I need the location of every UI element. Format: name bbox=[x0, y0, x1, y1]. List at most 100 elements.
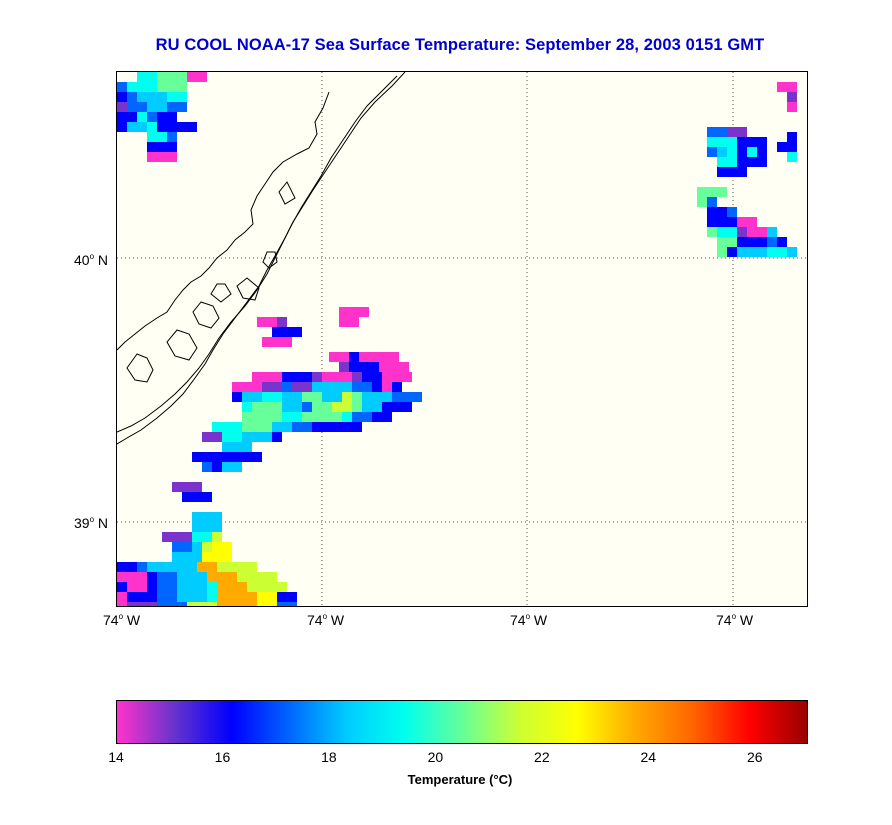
sst-pixel bbox=[717, 137, 727, 147]
sst-pixel bbox=[292, 327, 302, 337]
sst-pixel bbox=[359, 307, 369, 317]
sst-pixel bbox=[227, 592, 237, 602]
sst-pixel bbox=[192, 452, 202, 462]
sst-pixel bbox=[202, 432, 212, 442]
sst-pixel bbox=[272, 402, 282, 412]
sst-pixel bbox=[177, 562, 187, 572]
sst-pixel bbox=[137, 602, 147, 606]
sst-pixel bbox=[352, 422, 362, 432]
sst-pixel bbox=[157, 132, 167, 142]
sst-pixel bbox=[172, 552, 182, 562]
sst-pixel bbox=[352, 392, 362, 402]
sst-pixel bbox=[167, 572, 177, 582]
sst-pixel bbox=[247, 592, 257, 602]
sst-pixel bbox=[147, 592, 157, 602]
sst-pixel bbox=[262, 412, 272, 422]
sst-pixel bbox=[349, 307, 359, 317]
sst-pixel bbox=[192, 522, 202, 532]
sst-pixel bbox=[697, 197, 707, 207]
sst-pixel bbox=[182, 532, 192, 542]
sst-pixel bbox=[392, 402, 402, 412]
sst-pixel bbox=[352, 372, 362, 382]
sst-pixel bbox=[187, 592, 197, 602]
sst-pixel bbox=[322, 422, 332, 432]
sst-pixel bbox=[197, 602, 207, 606]
sst-pixel bbox=[257, 572, 267, 582]
sst-pixel bbox=[382, 402, 392, 412]
sst-pixel bbox=[237, 582, 247, 592]
sst-pixel bbox=[187, 72, 197, 82]
sst-pixel bbox=[727, 147, 737, 157]
sst-pixel bbox=[222, 442, 232, 452]
sst-pixel bbox=[202, 532, 212, 542]
sst-pixel bbox=[389, 352, 399, 362]
sst-pixel bbox=[217, 582, 227, 592]
sst-pixel bbox=[717, 127, 727, 137]
sst-pixel bbox=[207, 602, 217, 606]
sst-pixel bbox=[737, 227, 747, 237]
sst-pixel bbox=[717, 147, 727, 157]
sst-pixel bbox=[117, 562, 127, 572]
sst-pixel bbox=[127, 122, 137, 132]
sst-pixel bbox=[127, 82, 137, 92]
sst-pixel bbox=[147, 72, 157, 82]
sst-pixel bbox=[322, 382, 332, 392]
sst-pixel bbox=[127, 572, 137, 582]
colorbar-tick-22: 22 bbox=[534, 749, 550, 765]
sst-pixel bbox=[282, 422, 292, 432]
sst-pixel bbox=[272, 412, 282, 422]
sst-pixel bbox=[352, 402, 362, 412]
sst-pixel bbox=[167, 582, 177, 592]
sst-pixel bbox=[212, 462, 222, 472]
map-canvas bbox=[117, 72, 807, 606]
bay-island-2 bbox=[210, 283, 232, 303]
sst-pixel bbox=[257, 317, 267, 327]
sst-pixel bbox=[372, 412, 382, 422]
sst-pixel bbox=[777, 82, 787, 92]
sst-pixel bbox=[717, 167, 727, 177]
sst-pixel bbox=[252, 452, 262, 462]
sst-pixel bbox=[237, 602, 247, 606]
sst-pixel bbox=[727, 207, 737, 217]
sst-pixel bbox=[212, 552, 222, 562]
sst-pixel bbox=[242, 432, 252, 442]
sst-pixel bbox=[272, 372, 282, 382]
sst-pixel bbox=[312, 402, 322, 412]
inlet-detail bbox=[236, 277, 260, 301]
sst-pixel bbox=[379, 352, 389, 362]
sst-pixel bbox=[182, 552, 192, 562]
sst-pixel bbox=[232, 442, 242, 452]
sst-pixel bbox=[117, 582, 127, 592]
sst-pixel bbox=[339, 307, 349, 317]
sst-pixel bbox=[747, 237, 757, 247]
sst-pixel bbox=[727, 237, 737, 247]
sst-pixel bbox=[167, 602, 177, 606]
sst-pixel bbox=[147, 102, 157, 112]
sst-pixel bbox=[137, 102, 147, 112]
sst-pixel bbox=[177, 102, 187, 112]
sst-pixel bbox=[137, 582, 147, 592]
sst-pixel bbox=[167, 82, 177, 92]
sst-pixel bbox=[197, 592, 207, 602]
bay-island-1 bbox=[262, 251, 278, 269]
sst-pixel bbox=[362, 382, 372, 392]
sst-pixel bbox=[267, 602, 277, 606]
sst-pixel bbox=[402, 372, 412, 382]
sst-pixel bbox=[312, 392, 322, 402]
sst-pixel bbox=[127, 92, 137, 102]
sst-pixel bbox=[177, 122, 187, 132]
sst-pixel bbox=[352, 382, 362, 392]
sst-pixel bbox=[262, 432, 272, 442]
sst-pixel bbox=[192, 492, 202, 502]
sst-pixel bbox=[707, 207, 717, 217]
sst-pixel bbox=[127, 562, 137, 572]
sst-pixel bbox=[147, 602, 157, 606]
sst-pixel bbox=[232, 382, 242, 392]
sst-pixel bbox=[212, 422, 222, 432]
sst-pixel bbox=[382, 372, 392, 382]
sst-pixel bbox=[187, 582, 197, 592]
sst-pixel bbox=[329, 352, 339, 362]
sst-pixel bbox=[402, 402, 412, 412]
sst-pixel bbox=[399, 362, 409, 372]
sst-pixel bbox=[359, 352, 369, 362]
